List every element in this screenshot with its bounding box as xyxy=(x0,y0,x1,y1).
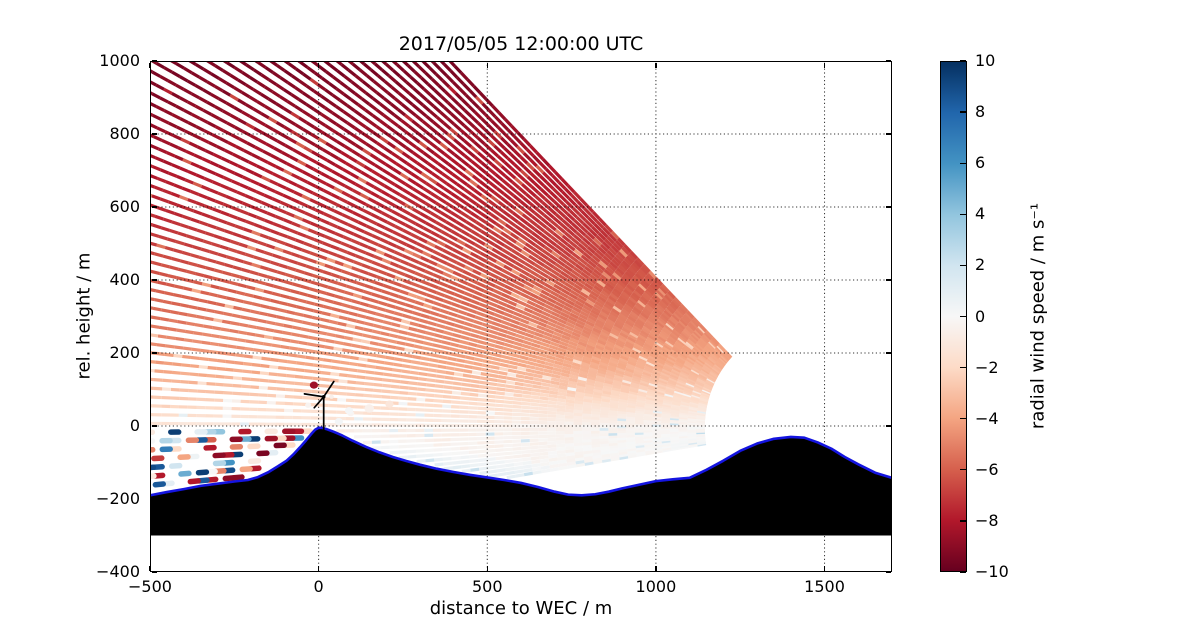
x-tick-mark xyxy=(486,565,488,571)
colorbar-tick-label: −4 xyxy=(975,408,999,428)
y-tick-mark-right xyxy=(885,352,891,354)
y-tick-mark-right xyxy=(885,206,891,208)
colorbar-tick-label: −8 xyxy=(975,510,999,530)
colorbar-tick-mark xyxy=(959,571,966,573)
y-tick-mark xyxy=(151,279,157,281)
colorbar-tick-mark xyxy=(959,264,966,267)
colorbar-label: radial wind speed / m s⁻¹ xyxy=(1027,202,1049,430)
x-tick-mark-top xyxy=(486,62,488,68)
y-tick-mark xyxy=(151,133,157,135)
colorbar-tick-label: −6 xyxy=(975,459,999,479)
colorbar-tick-mark xyxy=(959,315,966,318)
y-tick-label: 0 xyxy=(129,416,140,435)
y-tick-mark xyxy=(151,60,157,62)
y-tick-mark-right xyxy=(885,279,891,281)
colorbar-tick-label: 4 xyxy=(975,204,986,224)
y-tick-label: −400 xyxy=(96,562,140,581)
y-tick-mark-right xyxy=(885,60,891,62)
chart-title: 2017/05/05 12:00:00 UTC xyxy=(398,33,644,55)
colorbar-tick-label: 8 xyxy=(975,102,986,122)
x-tick-label: 1000 xyxy=(635,577,677,596)
colorbar-tick-mark xyxy=(959,366,966,369)
y-tick-mark xyxy=(151,425,157,427)
x-tick-label: 0 xyxy=(313,577,324,596)
colorbar-tick-label: −2 xyxy=(975,357,999,377)
x-tick-label: −500 xyxy=(128,577,172,596)
x-tick-label: 1500 xyxy=(804,577,845,596)
colorbar-tick-label: −10 xyxy=(975,562,1009,581)
x-tick-mark-top xyxy=(318,62,320,68)
colorbar-tick-mark xyxy=(959,111,966,113)
x-tick-mark-top xyxy=(823,62,826,68)
colorbar-tick-label: 2 xyxy=(975,255,986,275)
y-tick-mark xyxy=(151,206,157,208)
y-tick-label: 200 xyxy=(109,343,140,362)
x-axis-label: distance to WEC / m xyxy=(429,598,613,619)
x-tick-mark xyxy=(318,565,320,571)
colorbar-tick-mark xyxy=(959,418,966,420)
x-tick-mark xyxy=(149,565,151,571)
y-tick-mark-right xyxy=(885,425,891,427)
colorbar-tick-mark xyxy=(959,60,966,62)
y-tick-mark-right xyxy=(885,498,891,500)
colorbar-tick-label: 6 xyxy=(975,153,986,173)
x-tick-label: 500 xyxy=(471,577,503,596)
y-tick-label: 800 xyxy=(109,124,140,143)
y-tick-mark-right xyxy=(885,133,891,135)
x-tick-mark-top xyxy=(655,62,657,68)
colorbar-tick-mark xyxy=(959,469,966,471)
colorbar-tick-label: 10 xyxy=(975,51,996,70)
y-tick-label: −200 xyxy=(96,489,140,508)
y-tick-label: 1000 xyxy=(99,51,140,70)
y-tick-label: 600 xyxy=(109,197,140,216)
scan-canvas xyxy=(150,61,892,572)
y-tick-label: 400 xyxy=(109,270,140,289)
y-tick-mark xyxy=(151,498,157,500)
colorbar-tick-mark xyxy=(959,213,966,215)
y-tick-mark-right xyxy=(885,571,891,573)
colorbar-tick-mark xyxy=(959,520,966,522)
y-tick-mark xyxy=(151,571,157,573)
y-tick-mark xyxy=(151,352,157,354)
x-tick-mark xyxy=(655,565,657,571)
x-tick-mark xyxy=(823,565,826,571)
colorbar-tick-label: 0 xyxy=(975,306,986,326)
x-tick-mark-top xyxy=(149,62,151,68)
colorbar-tick-mark xyxy=(959,162,966,164)
